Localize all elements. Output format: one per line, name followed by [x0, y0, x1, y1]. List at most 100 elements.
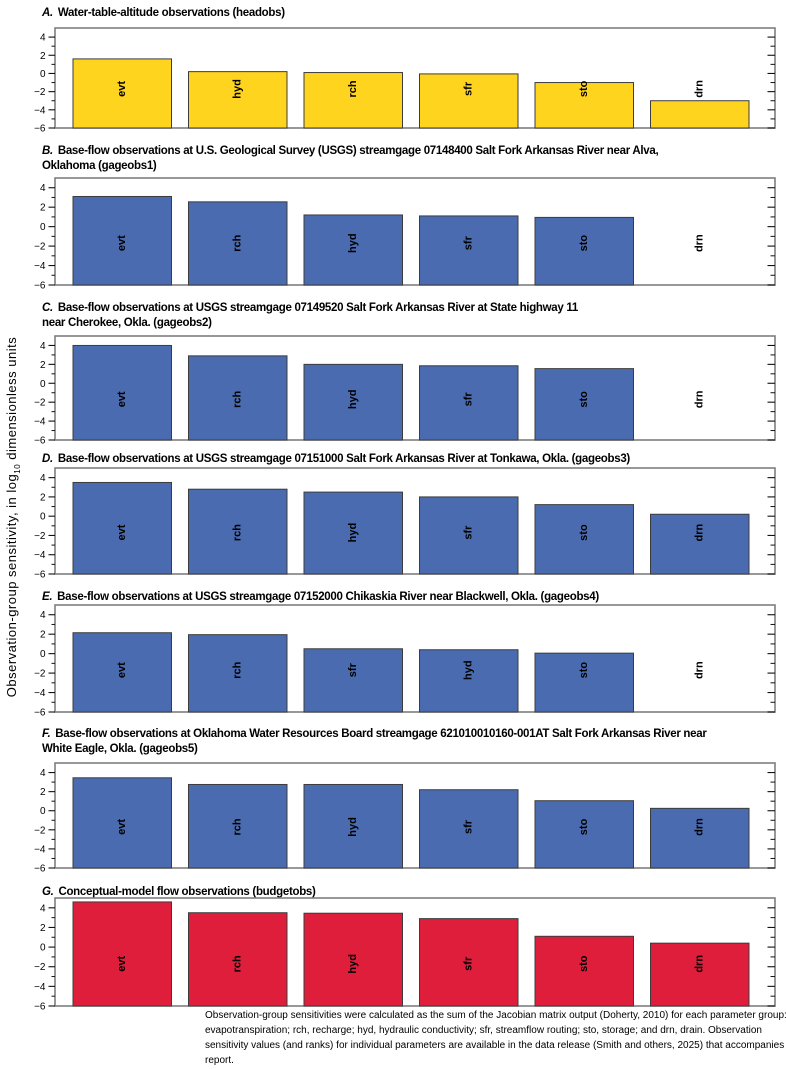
y-tick-label: −2: [34, 669, 46, 680]
panel-B-letter: B.: [42, 145, 53, 157]
panel-B-plot: evt rch hyd sfr sto drn 4 2 0 −2 −4 −6: [34, 177, 776, 292]
bar-hyd: [419, 649, 519, 713]
panel-title-text: Base-flow observations at Oklahoma Water…: [55, 728, 707, 740]
panel-D-title: D. Base-flow observations at USGS stream…: [42, 452, 630, 467]
y-tick-label: 4: [40, 341, 46, 352]
bar-label-evt: evt: [116, 524, 128, 540]
bar-label-drn: drn: [694, 955, 706, 973]
bar-evt: [72, 901, 172, 1007]
bar-label-sto: sto: [578, 524, 590, 541]
bar-sto: [534, 504, 634, 575]
bar-drn: [650, 513, 750, 575]
panel-G-letter: G.: [42, 886, 54, 898]
bar-label-hyd: hyd: [232, 79, 244, 99]
bar-sfr: [303, 648, 403, 713]
panel-title-text: Base-flow observations at USGS streamgag…: [57, 591, 599, 603]
bar-label-sfr: sfr: [463, 392, 475, 407]
y-tick-label: −6: [34, 124, 46, 135]
bar-label-sto: sto: [578, 955, 590, 972]
panel-A-title: A. Water-table-altitude observations (he…: [42, 6, 285, 21]
bar-sto: [534, 935, 634, 1007]
bar-sto: [534, 368, 634, 441]
bar-label-drn: drn: [694, 523, 706, 541]
figure-footnote: Observation-group sensitivities were cal…: [205, 1010, 786, 1066]
panel-F-plot: evt rch hyd sfr sto drn 4 2 0 −2 −4 −6: [34, 762, 776, 875]
bar-label-rch: rch: [232, 818, 244, 835]
bar-evt: [72, 632, 172, 713]
panel-E-plot: evt rch sfr hyd sto drn 4 2 0 −2 −4 −6: [34, 604, 776, 719]
y-tick-label: 4: [40, 610, 46, 621]
bar-rch: [188, 634, 288, 713]
bar-drn: [650, 942, 750, 1007]
bar-label-rch: rch: [232, 661, 244, 678]
panel-A-letter: A.: [42, 7, 53, 19]
y-tick-label: 4: [40, 768, 46, 779]
bar-rch: [188, 488, 288, 575]
bar-label-evt: evt: [116, 391, 128, 407]
panel-D-plot: evt rch hyd sfr sto drn 4 2 0 −2 −4 −6: [34, 467, 776, 581]
bar-label-sto: sto: [578, 391, 590, 408]
plot-frame: [54, 177, 776, 286]
bar-label-sfr: sfr: [463, 819, 475, 834]
panel-title-text: near Cherokee, Okla. (gageobs2): [42, 317, 212, 329]
bar-rch: [188, 783, 288, 869]
y-tick-label: −4: [34, 982, 46, 993]
panel-title-text: Water-table-altitude observations (heado…: [57, 7, 285, 19]
bar-evt: [72, 777, 172, 869]
y-tick-label: 2: [40, 923, 46, 934]
y-tick-label: 2: [40, 787, 46, 798]
panel-C-letter: C.: [42, 302, 53, 314]
bar-hyd: [303, 783, 403, 869]
y-tick-label: −2: [34, 531, 46, 542]
y-tick-label: −2: [34, 87, 46, 98]
bar-sfr: [419, 496, 519, 575]
bar-sto: [534, 216, 634, 286]
panel-title-text: Oklahoma (gageobs1): [42, 160, 157, 172]
bar-hyd: [303, 363, 403, 441]
y-tick-label: −6: [34, 864, 46, 875]
bar-evt: [72, 344, 172, 441]
y-tick-label: 0: [40, 806, 46, 817]
bar-label-evt: evt: [116, 81, 128, 97]
bar-hyd: [303, 214, 403, 286]
bar-label-hyd: hyd: [347, 233, 359, 253]
bar-label-drn: drn: [694, 390, 706, 408]
y-tick-label: −4: [34, 688, 46, 699]
y-tick-label: −2: [34, 242, 46, 253]
bar-rch: [303, 72, 403, 129]
y-tick-label: 4: [40, 33, 46, 44]
bar-hyd: [303, 912, 403, 1007]
bar-drn: [650, 100, 750, 129]
bar-drn: [650, 807, 750, 869]
panel-G-plot: evt rch hyd sfr sto drn 4 2 0 −2 −4 −6: [34, 897, 776, 1013]
y-tick-label: −6: [34, 1002, 46, 1013]
bar-label-hyd: hyd: [463, 660, 475, 680]
bar-label-sfr: sfr: [463, 956, 475, 971]
panel-title-text: Conceptual-model flow observations (budg…: [58, 886, 316, 898]
bar-label-sto: sto: [578, 818, 590, 835]
y-tick-label: −2: [34, 825, 46, 836]
bar-label-drn: drn: [694, 818, 706, 836]
bar-sfr: [419, 365, 519, 441]
bar-label-evt: evt: [116, 235, 128, 251]
bar-sto: [534, 800, 634, 869]
y-tick-label: 2: [40, 203, 46, 214]
y-tick-label: −6: [34, 281, 46, 292]
bar-label-hyd: hyd: [347, 817, 359, 837]
y-tick-label: −6: [34, 708, 46, 719]
y-tick-label: 0: [40, 943, 46, 954]
y-tick-label: 4: [40, 473, 46, 484]
bar-label-rch: rch: [232, 955, 244, 972]
bar-label-rch: rch: [232, 234, 244, 251]
panel-D-letter: D.: [42, 453, 53, 465]
bar-label-sfr: sfr: [463, 235, 475, 250]
bar-hyd: [303, 491, 403, 575]
y-tick-label: −2: [34, 398, 46, 409]
panel-C-title: C. Base-flow observations at USGS stream…: [42, 301, 578, 331]
panel-F-title: F. Base-flow observations at Oklahoma Wa…: [42, 727, 707, 757]
bar-label-hyd: hyd: [347, 523, 359, 543]
bar-label-sto: sto: [578, 235, 590, 252]
panel-E-title: E. Base-flow observations at USGS stream…: [42, 590, 599, 605]
bar-label-drn: drn: [694, 661, 706, 679]
panel-G-title: G. Conceptual-model flow observations (b…: [42, 885, 316, 900]
